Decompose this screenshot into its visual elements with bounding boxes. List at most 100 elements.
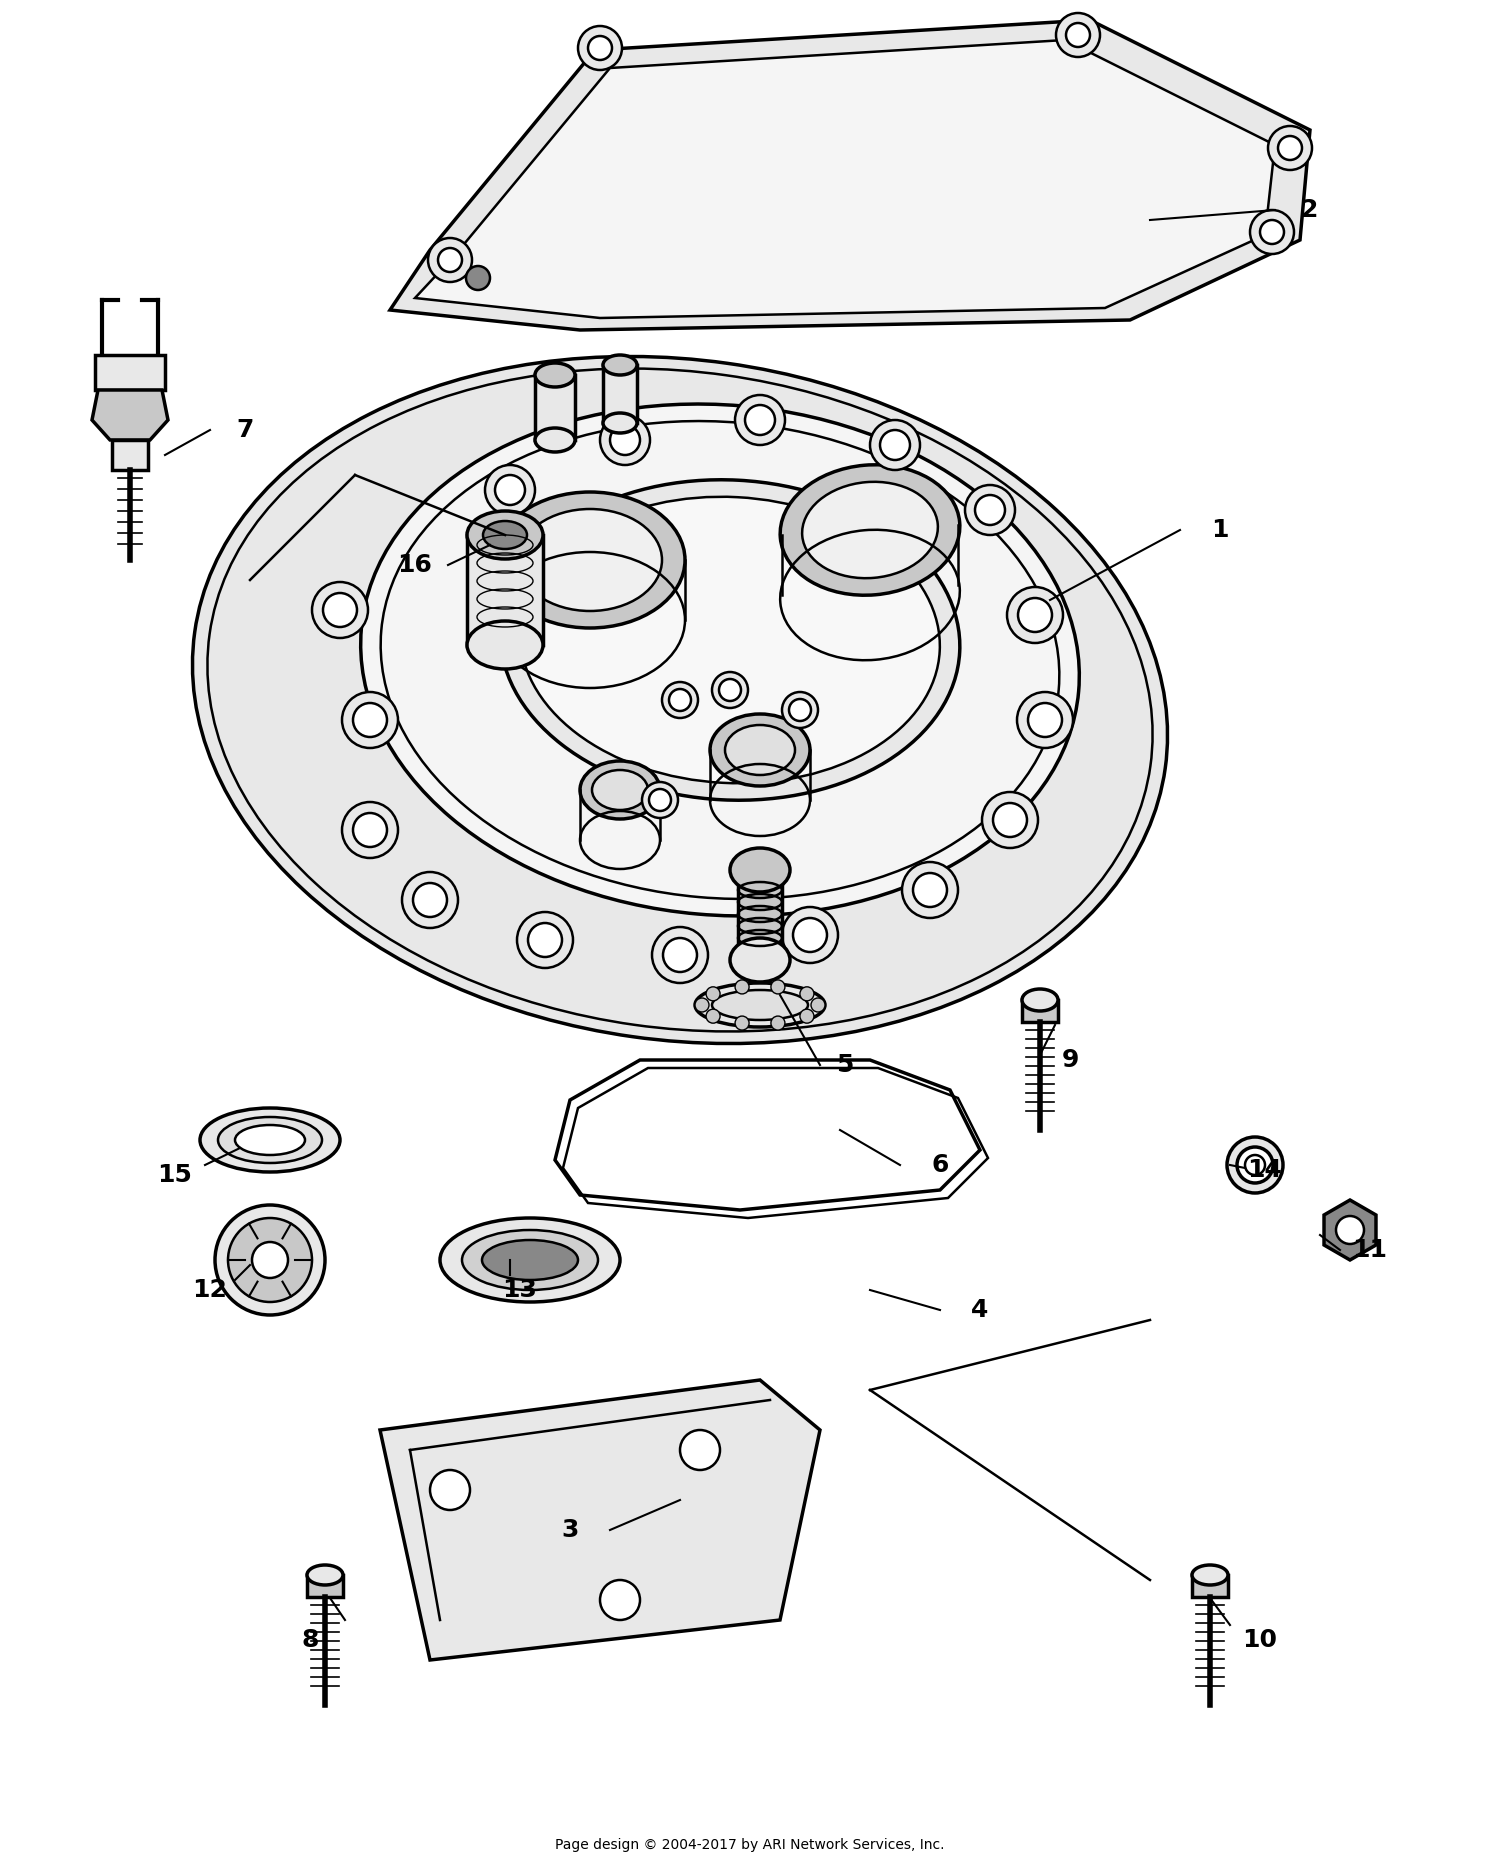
Ellipse shape — [536, 428, 574, 453]
Ellipse shape — [536, 363, 574, 388]
Circle shape — [438, 248, 462, 272]
Circle shape — [746, 404, 776, 434]
Circle shape — [1245, 1155, 1264, 1176]
Ellipse shape — [308, 1565, 344, 1585]
Circle shape — [1336, 1217, 1364, 1244]
Circle shape — [902, 863, 958, 918]
Text: 9: 9 — [1062, 1049, 1078, 1071]
Ellipse shape — [440, 1218, 620, 1302]
Circle shape — [975, 496, 1005, 525]
Ellipse shape — [802, 483, 938, 578]
Text: 14: 14 — [1248, 1159, 1282, 1181]
Ellipse shape — [236, 1125, 304, 1155]
Circle shape — [993, 803, 1028, 836]
Circle shape — [870, 419, 919, 469]
Circle shape — [1066, 22, 1090, 47]
Circle shape — [402, 872, 457, 928]
Circle shape — [914, 874, 946, 907]
Circle shape — [322, 592, 357, 628]
Text: 7: 7 — [237, 417, 254, 442]
Circle shape — [1250, 211, 1294, 253]
Circle shape — [600, 415, 650, 466]
Circle shape — [800, 987, 814, 1000]
Polygon shape — [1324, 1200, 1376, 1259]
Circle shape — [642, 782, 678, 818]
Circle shape — [650, 790, 670, 810]
Circle shape — [982, 792, 1038, 848]
Circle shape — [782, 907, 838, 963]
Polygon shape — [380, 1380, 820, 1660]
Text: 3: 3 — [561, 1518, 579, 1543]
Ellipse shape — [592, 769, 648, 810]
Polygon shape — [92, 389, 168, 440]
Bar — [536, 374, 574, 440]
Circle shape — [466, 266, 490, 291]
Circle shape — [342, 691, 398, 749]
Circle shape — [771, 1015, 784, 1030]
Text: 1: 1 — [1212, 518, 1228, 542]
Ellipse shape — [495, 492, 686, 628]
Bar — [738, 870, 782, 959]
Circle shape — [214, 1205, 326, 1315]
Circle shape — [706, 1010, 720, 1023]
Ellipse shape — [710, 714, 810, 786]
Circle shape — [812, 999, 825, 1012]
Polygon shape — [416, 39, 1275, 319]
Circle shape — [252, 1243, 288, 1278]
Text: 15: 15 — [158, 1163, 192, 1187]
Ellipse shape — [217, 1118, 322, 1163]
Circle shape — [735, 395, 784, 445]
Text: 13: 13 — [503, 1278, 537, 1302]
Circle shape — [669, 689, 692, 712]
Circle shape — [228, 1218, 312, 1302]
Circle shape — [1278, 136, 1302, 160]
Ellipse shape — [200, 1108, 340, 1172]
Circle shape — [430, 1470, 470, 1511]
Ellipse shape — [603, 414, 638, 432]
Text: 8: 8 — [302, 1628, 318, 1652]
Circle shape — [663, 937, 698, 972]
Text: 10: 10 — [1242, 1628, 1278, 1652]
Text: Page design © 2004-2017 by ARI Network Services, Inc.: Page design © 2004-2017 by ARI Network S… — [555, 1839, 945, 1852]
Ellipse shape — [466, 620, 543, 669]
Ellipse shape — [694, 984, 825, 1027]
Text: ARI: ARI — [591, 699, 909, 861]
Ellipse shape — [482, 1241, 578, 1280]
Circle shape — [1268, 127, 1312, 170]
Polygon shape — [390, 20, 1310, 330]
Circle shape — [800, 1010, 814, 1023]
Ellipse shape — [580, 760, 660, 820]
Circle shape — [662, 682, 698, 717]
Circle shape — [1019, 598, 1052, 632]
Circle shape — [588, 35, 612, 60]
Circle shape — [578, 26, 622, 71]
Text: 2: 2 — [1302, 197, 1318, 222]
Ellipse shape — [1022, 989, 1058, 1012]
Circle shape — [735, 1015, 748, 1030]
Circle shape — [413, 883, 447, 917]
Circle shape — [312, 581, 368, 637]
Ellipse shape — [780, 464, 960, 594]
Bar — [308, 1574, 344, 1597]
Circle shape — [342, 801, 398, 859]
Circle shape — [528, 922, 562, 958]
Circle shape — [600, 1580, 640, 1621]
Circle shape — [518, 913, 573, 969]
Circle shape — [1007, 587, 1064, 643]
Ellipse shape — [730, 937, 790, 982]
Bar — [603, 365, 638, 423]
Ellipse shape — [483, 522, 526, 550]
Text: 5: 5 — [837, 1053, 854, 1077]
Circle shape — [352, 812, 387, 848]
Circle shape — [789, 699, 812, 721]
Circle shape — [880, 430, 910, 460]
Ellipse shape — [192, 356, 1167, 1043]
Circle shape — [484, 466, 536, 514]
Circle shape — [352, 702, 387, 738]
Circle shape — [680, 1431, 720, 1470]
Circle shape — [652, 928, 708, 984]
Text: 16: 16 — [398, 553, 432, 578]
Ellipse shape — [520, 497, 940, 782]
Bar — [1192, 1574, 1228, 1597]
Bar — [466, 535, 543, 645]
